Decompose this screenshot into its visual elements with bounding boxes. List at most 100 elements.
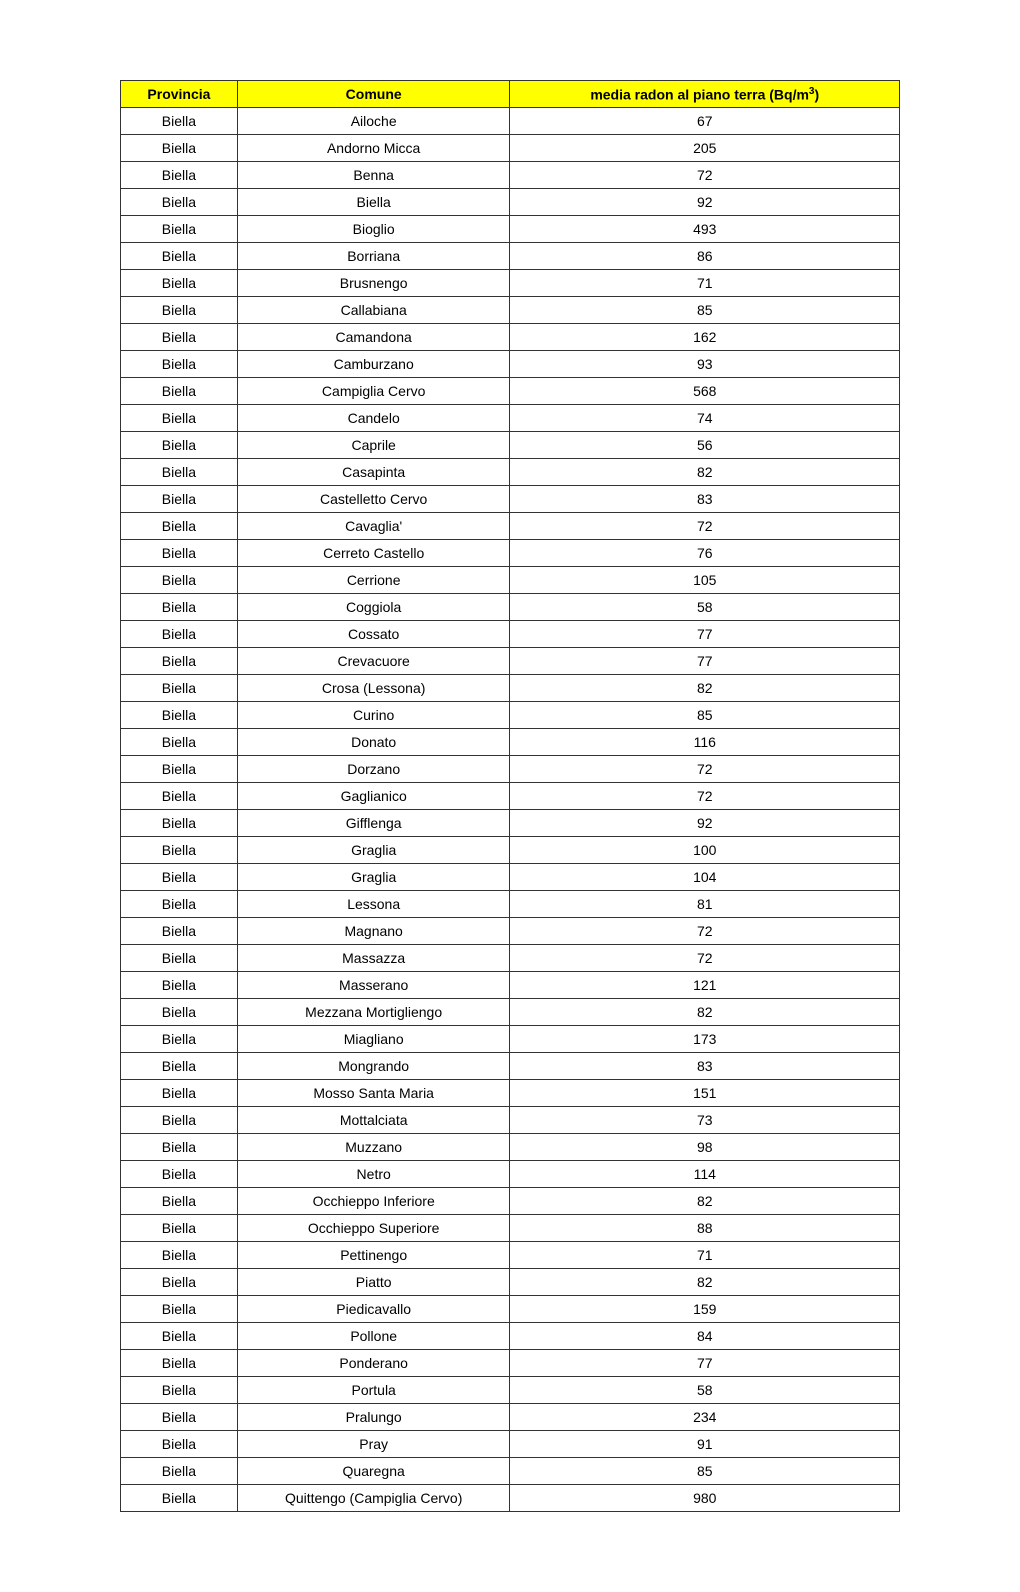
table-cell: 71 <box>510 270 900 297</box>
table-cell: Biella <box>121 1377 238 1404</box>
table-cell: Miagliano <box>237 1026 510 1053</box>
radon-table: Provincia Comune media radon al piano te… <box>120 80 900 1512</box>
col-header-provincia: Provincia <box>121 81 238 108</box>
table-cell: Biella <box>121 783 238 810</box>
table-body: BiellaAiloche67BiellaAndorno Micca205Bie… <box>121 108 900 1512</box>
table-cell: Biella <box>121 1269 238 1296</box>
table-cell: 82 <box>510 675 900 702</box>
table-cell: Biella <box>121 405 238 432</box>
table-row: BiellaCoggiola58 <box>121 594 900 621</box>
table-row: BiellaMassazza72 <box>121 945 900 972</box>
table-cell: 82 <box>510 459 900 486</box>
table-cell: Biella <box>121 648 238 675</box>
table-cell: 86 <box>510 243 900 270</box>
table-cell: 493 <box>510 216 900 243</box>
table-cell: Biella <box>121 972 238 999</box>
table-cell: 83 <box>510 1053 900 1080</box>
table-row: BiellaCerreto Castello76 <box>121 540 900 567</box>
table-cell: 116 <box>510 729 900 756</box>
table-cell: Masserano <box>237 972 510 999</box>
table-cell: 77 <box>510 648 900 675</box>
table-cell: Graglia <box>237 837 510 864</box>
table-cell: Mosso Santa Maria <box>237 1080 510 1107</box>
table-cell: Coggiola <box>237 594 510 621</box>
table-cell: Biella <box>121 216 238 243</box>
table-row: BiellaMasserano121 <box>121 972 900 999</box>
table-cell: Biella <box>121 432 238 459</box>
table-cell: 159 <box>510 1296 900 1323</box>
table-cell: 104 <box>510 864 900 891</box>
table-row: BiellaMuzzano98 <box>121 1134 900 1161</box>
table-cell: 72 <box>510 513 900 540</box>
table-cell: Curino <box>237 702 510 729</box>
table-cell: Biella <box>121 594 238 621</box>
table-row: BiellaLessona81 <box>121 891 900 918</box>
table-cell: Biella <box>237 189 510 216</box>
table-cell: Biella <box>121 459 238 486</box>
table-row: BiellaCastelletto Cervo83 <box>121 486 900 513</box>
table-row: BiellaCallabiana85 <box>121 297 900 324</box>
table-cell: 72 <box>510 918 900 945</box>
table-cell: Biella <box>121 1485 238 1512</box>
table-row: BiellaCurino85 <box>121 702 900 729</box>
table-cell: 205 <box>510 135 900 162</box>
table-cell: 72 <box>510 756 900 783</box>
table-cell: Biella <box>121 351 238 378</box>
table-row: BiellaMezzana Mortigliengo82 <box>121 999 900 1026</box>
table-row: BiellaCaprile56 <box>121 432 900 459</box>
table-header-row: Provincia Comune media radon al piano te… <box>121 81 900 108</box>
table-cell: Donato <box>237 729 510 756</box>
table-cell: Magnano <box>237 918 510 945</box>
table-cell: 67 <box>510 108 900 135</box>
table-cell: Mottalciata <box>237 1107 510 1134</box>
table-row: BiellaPollone84 <box>121 1323 900 1350</box>
table-cell: Camandona <box>237 324 510 351</box>
table-cell: Callabiana <box>237 297 510 324</box>
table-cell: Pray <box>237 1431 510 1458</box>
table-cell: Biella <box>121 891 238 918</box>
table-cell: 72 <box>510 162 900 189</box>
table-cell: Graglia <box>237 864 510 891</box>
table-cell: 77 <box>510 1350 900 1377</box>
table-cell: Biella <box>121 999 238 1026</box>
table-cell: 91 <box>510 1431 900 1458</box>
table-cell: Piedicavallo <box>237 1296 510 1323</box>
table-cell: Campiglia Cervo <box>237 378 510 405</box>
table-cell: Biella <box>121 486 238 513</box>
table-cell: Biella <box>121 1323 238 1350</box>
table-row: BiellaGraglia100 <box>121 837 900 864</box>
table-cell: Ailoche <box>237 108 510 135</box>
table-cell: 82 <box>510 1188 900 1215</box>
table-cell: 234 <box>510 1404 900 1431</box>
table-cell: 82 <box>510 999 900 1026</box>
table-row: BiellaBiella92 <box>121 189 900 216</box>
table-cell: Biella <box>121 1458 238 1485</box>
table-cell: Borriana <box>237 243 510 270</box>
table-row: BiellaDorzano72 <box>121 756 900 783</box>
table-cell: Cerreto Castello <box>237 540 510 567</box>
table-cell: Biella <box>121 1161 238 1188</box>
table-cell: Biella <box>121 945 238 972</box>
table-cell: Andorno Micca <box>237 135 510 162</box>
table-cell: Brusnengo <box>237 270 510 297</box>
table-cell: 151 <box>510 1080 900 1107</box>
table-cell: Cossato <box>237 621 510 648</box>
table-cell: 84 <box>510 1323 900 1350</box>
table-cell: 74 <box>510 405 900 432</box>
table-cell: Candelo <box>237 405 510 432</box>
table-row: BiellaGifflenga92 <box>121 810 900 837</box>
table-cell: Dorzano <box>237 756 510 783</box>
table-cell: 83 <box>510 486 900 513</box>
table-row: BiellaPiatto82 <box>121 1269 900 1296</box>
table-cell: 58 <box>510 594 900 621</box>
table-cell: 72 <box>510 783 900 810</box>
table-row: BiellaCossato77 <box>121 621 900 648</box>
table-cell: Biella <box>121 1215 238 1242</box>
table-cell: Pollone <box>237 1323 510 1350</box>
table-cell: Biella <box>121 135 238 162</box>
table-cell: Biella <box>121 1134 238 1161</box>
table-cell: Biella <box>121 1431 238 1458</box>
table-row: BiellaCrosa (Lessona)82 <box>121 675 900 702</box>
table-cell: Occhieppo Inferiore <box>237 1188 510 1215</box>
table-cell: 85 <box>510 1458 900 1485</box>
